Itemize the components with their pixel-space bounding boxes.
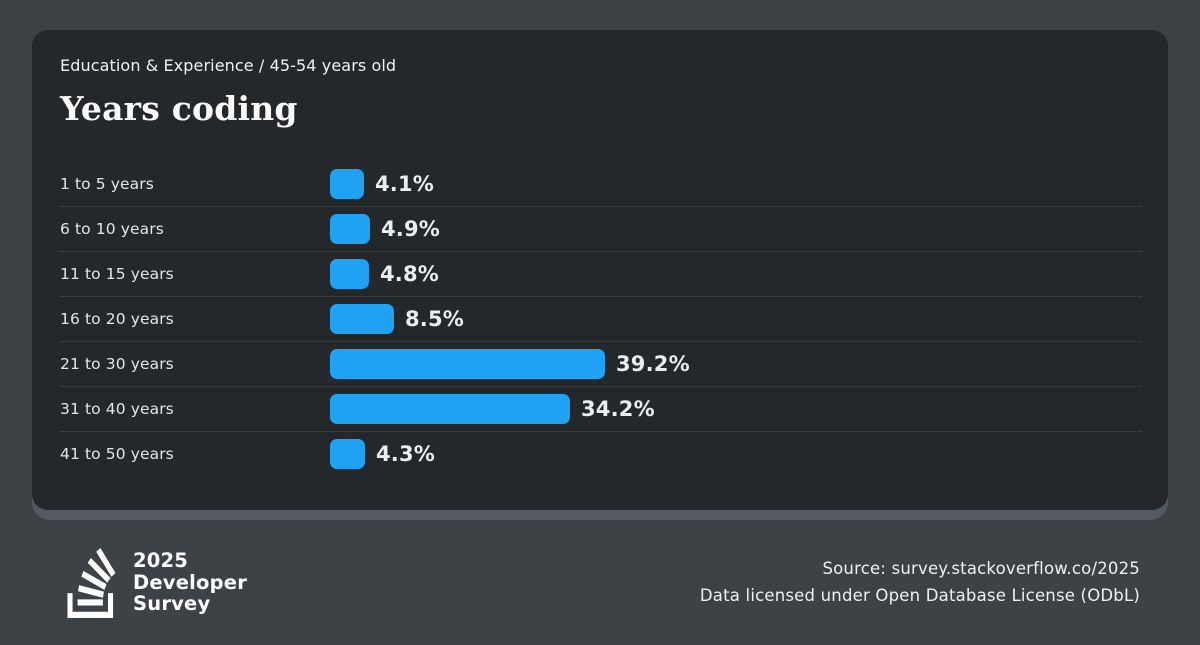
chart-row: 1 to 5 years 4.1% [60, 161, 1142, 206]
chart-card-stack: Education & Experience / 45-54 years old… [32, 30, 1168, 520]
bar-track: 8.5% [330, 304, 1142, 334]
category-label: 21 to 30 years [60, 355, 174, 373]
footer: 2025 Developer Survey Source: survey.sta… [0, 520, 1200, 645]
chart-row: 6 to 10 years 4.9% [60, 206, 1142, 251]
brand-wordmark: 2025 Developer Survey [133, 550, 247, 615]
category-label: 41 to 50 years [60, 445, 174, 463]
page-title: Years coding [60, 89, 298, 128]
chart-row: 21 to 30 years 39.2% [60, 341, 1142, 386]
chart-card: Education & Experience / 45-54 years old… [32, 30, 1168, 510]
category-label: 16 to 20 years [60, 310, 174, 328]
source-attribution: Source: survey.stackoverflow.co/2025 Dat… [700, 556, 1140, 609]
bar-track: 34.2% [330, 394, 1142, 424]
category-label: 6 to 10 years [60, 220, 164, 238]
value-label: 4.3% [376, 442, 436, 466]
value-label: 4.1% [375, 171, 435, 196]
chart-row: 31 to 40 years 34.2% [60, 386, 1142, 431]
bar-track: 4.9% [330, 214, 1142, 244]
bar [330, 214, 370, 244]
bar-track: 4.8% [330, 259, 1142, 289]
brand-line-survey: Survey [133, 592, 211, 616]
bar [330, 349, 605, 379]
brand-line-developer: Developer [133, 570, 248, 594]
brand: 2025 Developer Survey [63, 547, 247, 618]
category-label: 1 to 5 years [60, 174, 154, 193]
bar [330, 394, 570, 424]
value-label: 39.2% [616, 352, 690, 376]
category-label: 11 to 15 years [60, 265, 174, 283]
value-label: 8.5% [405, 307, 465, 331]
chart-row: 41 to 50 years 4.3% [60, 431, 1142, 476]
category-label: 31 to 40 years [60, 400, 174, 418]
license-line: Data licensed under Open Database Licens… [699, 585, 1140, 605]
source-line: Source: survey.stackoverflow.co/2025 [822, 559, 1140, 578]
bar-chart: 1 to 5 years 4.1% 6 to 10 years 4.9% 11 … [60, 161, 1142, 476]
value-label: 34.2% [581, 397, 655, 421]
bar-track: 4.1% [330, 168, 1142, 199]
bar [330, 168, 364, 199]
bar [330, 259, 369, 289]
bar-track: 4.3% [330, 439, 1142, 469]
chart-row: 16 to 20 years 8.5% [60, 296, 1142, 341]
bar [330, 439, 365, 469]
bar-track: 39.2% [330, 349, 1142, 379]
bar [330, 304, 394, 334]
chart-row: 11 to 15 years 4.8% [60, 251, 1142, 296]
breadcrumb: Education & Experience / 45-54 years old [60, 56, 397, 75]
value-label: 4.9% [381, 217, 441, 241]
brand-line-year: 2025 [133, 549, 189, 573]
stackoverflow-icon [67, 547, 116, 618]
value-label: 4.8% [380, 262, 440, 286]
